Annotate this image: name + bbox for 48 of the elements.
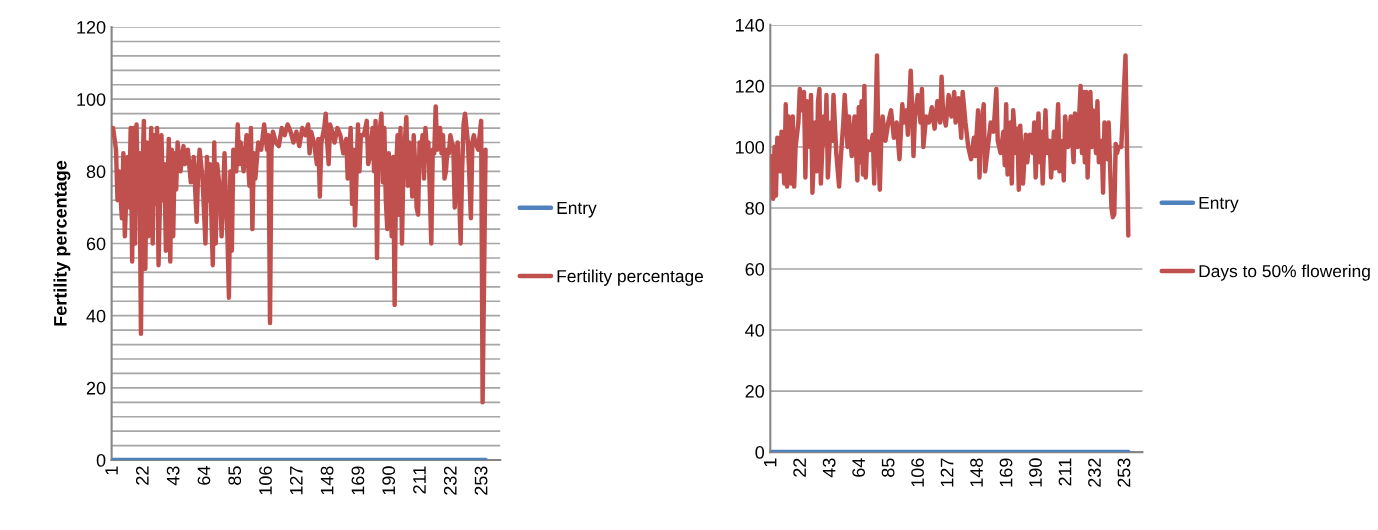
x-tick-label: 127 xyxy=(940,458,954,487)
x-tick-label: 190 xyxy=(382,466,396,495)
legend-label: Days to 50% flowering xyxy=(1199,264,1370,281)
x-tick-label: 211 xyxy=(413,466,426,494)
x-tick-label: 43 xyxy=(166,466,180,486)
x-tick-label: 253 xyxy=(474,466,488,495)
x-tick-label: 43 xyxy=(822,458,836,478)
x-tick-label: 22 xyxy=(135,466,149,485)
y-tick-label: 60 xyxy=(745,262,765,276)
y-axis-title: Fertility percentage xyxy=(53,160,71,326)
x-tick-label: 64 xyxy=(197,466,211,485)
y-tick-label: 100 xyxy=(736,140,765,154)
x-tick-label: 253 xyxy=(1117,458,1131,487)
legend-label: Entry xyxy=(557,201,597,218)
y-tick-label: 120 xyxy=(77,20,106,34)
legend-label: Fertility percentage xyxy=(557,269,704,286)
y-tick-label: 40 xyxy=(745,323,765,337)
x-tick-label: 190 xyxy=(1029,458,1042,487)
y-tick-label: 0 xyxy=(755,446,765,459)
x-tick-label: 85 xyxy=(881,458,895,477)
x-tick-label: 1 xyxy=(105,466,118,475)
x-tick-label: 232 xyxy=(1088,458,1101,487)
x-tick-label: 85 xyxy=(228,466,242,485)
x-tick-label: 169 xyxy=(351,466,365,495)
y-tick-label: 20 xyxy=(86,381,106,395)
line-series xyxy=(111,104,488,405)
y-tick-label: 120 xyxy=(736,79,765,93)
x-tick-label: 22 xyxy=(793,458,806,477)
y-tick-label: 80 xyxy=(86,165,106,179)
x-tick-label: 169 xyxy=(999,458,1013,487)
x-tick-label: 106 xyxy=(259,466,272,495)
x-tick-label: 211 xyxy=(1058,458,1072,486)
x-tick-label: 232 xyxy=(443,466,457,495)
y-tick-label: 80 xyxy=(745,201,765,215)
y-tick-label: 140 xyxy=(736,18,765,32)
x-tick-label: 148 xyxy=(320,466,334,495)
y-tick-label: 0 xyxy=(96,453,106,467)
x-tick-label: 106 xyxy=(911,458,924,487)
x-tick-label: 64 xyxy=(852,458,865,477)
y-tick-label: 20 xyxy=(745,385,765,398)
y-tick-label: 60 xyxy=(86,237,106,251)
x-tick-label: 1 xyxy=(763,458,777,467)
legend-label: Entry xyxy=(1199,196,1239,213)
y-tick-label: 40 xyxy=(86,309,106,323)
y-tick-label: 100 xyxy=(77,93,106,106)
line-series xyxy=(770,53,1131,238)
x-tick-label: 127 xyxy=(289,466,303,495)
x-tick-label: 148 xyxy=(970,458,983,487)
